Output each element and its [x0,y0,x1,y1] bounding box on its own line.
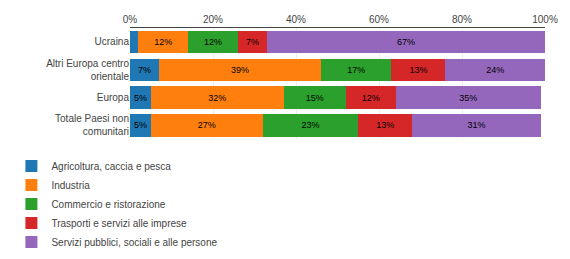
svg-text:24%: 24% [486,65,504,75]
svg-text:40%: 40% [286,14,306,25]
svg-text:13%: 13% [409,65,427,75]
svg-text:80%: 80% [452,14,472,25]
svg-text:15%: 15% [306,93,324,103]
svg-text:Trasporti e servizi alle impre: Trasporti e servizi alle imprese [51,218,187,229]
svg-text:Totale Paesi noncomunitari: Totale Paesi noncomunitari [55,113,129,137]
svg-text:Europa: Europa [97,92,130,103]
svg-text:Agricoltura, caccia e pesca: Agricoltura, caccia e pesca [51,161,171,172]
svg-text:32%: 32% [208,93,226,103]
svg-text:23%: 23% [302,120,320,130]
svg-text:12%: 12% [362,93,380,103]
svg-text:Industria: Industria [51,180,90,191]
svg-text:Ucraina: Ucraina [95,36,130,47]
svg-text:Commercio e ristorazione: Commercio e ristorazione [51,199,165,210]
svg-text:100%: 100% [532,14,558,25]
svg-text:27%: 27% [198,120,216,130]
svg-text:67%: 67% [397,37,415,47]
svg-text:5%: 5% [134,93,147,103]
svg-text:0%: 0% [123,14,138,25]
svg-text:20%: 20% [203,14,223,25]
svg-text:35%: 35% [459,93,477,103]
svg-text:39%: 39% [231,65,249,75]
svg-text:Servizi pubblici, sociali e al: Servizi pubblici, sociali e alle persone [51,237,217,248]
svg-text:17%: 17% [347,65,365,75]
svg-text:12%: 12% [154,37,172,47]
svg-text:Altri Europa centroorientale: Altri Europa centroorientale [46,58,129,82]
svg-text:12%: 12% [204,37,222,47]
svg-text:60%: 60% [369,14,389,25]
svg-text:5%: 5% [134,120,147,130]
svg-text:7%: 7% [246,37,259,47]
svg-text:31%: 31% [468,120,486,130]
svg-text:13%: 13% [376,120,394,130]
svg-text:7%: 7% [138,65,151,75]
